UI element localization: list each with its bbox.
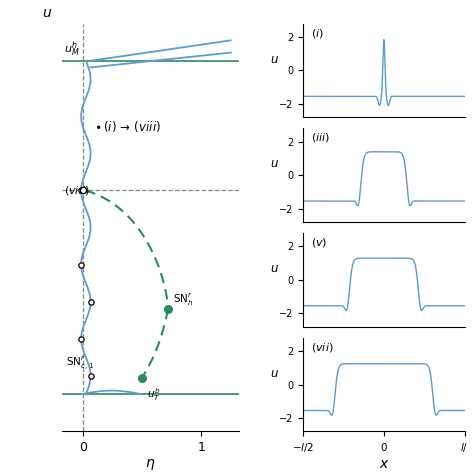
Text: $\mathrm{SN}_h^r$: $\mathrm{SN}_h^r$ xyxy=(173,292,193,309)
Text: $(v)$: $(v)$ xyxy=(311,236,328,249)
Y-axis label: $u$: $u$ xyxy=(270,157,279,171)
X-axis label: $\eta$: $\eta$ xyxy=(145,457,155,472)
Y-axis label: $u$: $u$ xyxy=(270,262,279,275)
Text: $(iii)$: $(iii)$ xyxy=(311,131,330,144)
Y-axis label: $u$: $u$ xyxy=(42,6,53,19)
Text: $\mathrm{SN}_{c,1}^r$: $\mathrm{SN}_{c,1}^r$ xyxy=(66,355,94,373)
Text: $(i)$: $(i)$ xyxy=(311,27,324,39)
Y-axis label: $u$: $u$ xyxy=(270,53,279,66)
X-axis label: $x$: $x$ xyxy=(379,457,389,471)
Text: $(viii)$: $(viii)$ xyxy=(64,184,90,197)
Text: $u_M^h$: $u_M^h$ xyxy=(64,39,80,59)
Y-axis label: $u$: $u$ xyxy=(270,367,279,380)
Text: $u_T^b$: $u_T^b$ xyxy=(147,386,160,403)
Text: $\bullet\,(i)\,\to\,(viii)$: $\bullet\,(i)\,\to\,(viii)$ xyxy=(94,119,161,134)
Text: $(vii)$: $(vii)$ xyxy=(311,341,334,354)
